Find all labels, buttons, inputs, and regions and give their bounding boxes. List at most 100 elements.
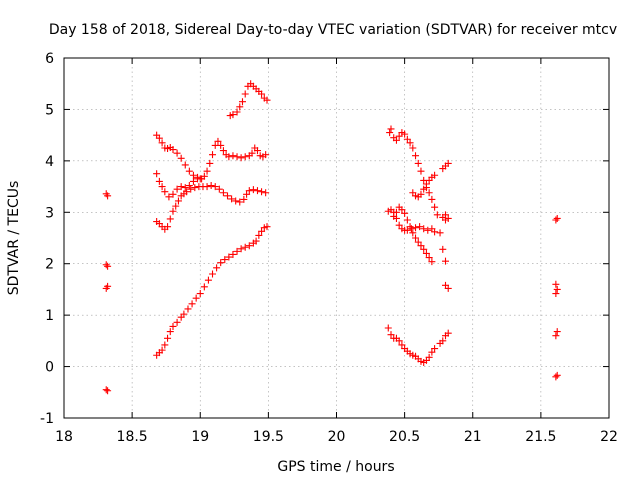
x-tick-label: 19 <box>191 429 209 445</box>
data-point <box>395 221 403 229</box>
data-point <box>169 146 177 154</box>
data-point <box>416 223 424 231</box>
data-point <box>188 300 196 308</box>
data-point <box>428 348 436 356</box>
data-point <box>243 190 251 198</box>
data-point <box>189 171 197 179</box>
series-arc-cross <box>153 170 204 201</box>
data-point <box>200 172 208 180</box>
data-point <box>552 280 560 288</box>
data-point <box>253 187 261 195</box>
data-point <box>104 387 112 395</box>
data-point <box>206 159 214 167</box>
data-point <box>166 328 174 336</box>
data-point <box>219 147 227 155</box>
data-point <box>255 231 263 239</box>
series-isolated-21.6 <box>552 214 561 381</box>
y-axis-label: SDTVAR / TECUs <box>6 181 22 296</box>
data-point <box>442 257 449 265</box>
data-point <box>417 167 425 175</box>
data-point <box>213 264 221 272</box>
data-point <box>403 216 411 224</box>
data-point <box>211 183 219 191</box>
data-point <box>155 177 163 185</box>
data-point <box>263 96 271 104</box>
data-point <box>237 245 245 253</box>
data-point <box>422 180 430 188</box>
data-point <box>409 229 417 237</box>
series-group2-middle <box>384 206 439 236</box>
data-point <box>249 186 257 194</box>
data-point <box>240 195 248 203</box>
data-point <box>245 187 253 195</box>
data-point <box>444 214 452 222</box>
data-point <box>403 226 411 234</box>
data-point <box>403 135 411 143</box>
data-point <box>158 346 166 354</box>
data-point <box>181 184 189 192</box>
data-point <box>444 159 452 167</box>
data-point <box>104 282 112 290</box>
series-isolated-18.3 <box>102 190 112 395</box>
data-point <box>444 284 452 292</box>
data-point <box>387 125 395 133</box>
x-tick-label: 18 <box>55 429 73 445</box>
series-group2-cross <box>390 203 436 266</box>
x-tick-label: 21 <box>464 429 482 445</box>
data-point <box>425 189 433 197</box>
data-point <box>236 103 244 111</box>
data-point <box>258 227 266 235</box>
data-point <box>414 238 422 246</box>
data-point <box>552 332 560 340</box>
data-point <box>204 276 212 284</box>
data-point <box>248 149 256 157</box>
data-point <box>233 153 241 161</box>
series-arc-rising <box>153 223 271 359</box>
data-point <box>238 98 246 106</box>
data-point <box>552 373 560 381</box>
data-point <box>436 229 444 237</box>
data-point <box>189 177 197 185</box>
data-point <box>444 329 452 337</box>
data-point <box>395 337 403 345</box>
data-point <box>431 171 439 179</box>
data-point <box>253 147 261 155</box>
data-point <box>412 234 420 242</box>
data-point <box>392 208 400 216</box>
data-point <box>158 183 166 191</box>
x-tick-label: 20 <box>328 429 346 445</box>
chart-title: Day 158 of 2018, Sidereal Day-to-day VTE… <box>49 22 617 38</box>
data-point <box>169 322 177 330</box>
data-point <box>420 225 428 233</box>
x-tick-label: 19.5 <box>253 429 284 445</box>
data-point <box>424 226 432 234</box>
x-tick-label: 20.5 <box>389 429 420 445</box>
data-point <box>215 185 223 193</box>
data-point <box>187 185 195 193</box>
data-point <box>431 345 439 353</box>
data-point <box>184 305 192 313</box>
data-point <box>258 188 266 196</box>
data-point <box>406 223 414 231</box>
data-point <box>262 151 270 159</box>
data-point <box>395 132 403 140</box>
data-point <box>161 341 169 349</box>
data-point <box>553 328 561 336</box>
data-point <box>200 283 208 291</box>
data-point <box>166 215 174 223</box>
data-point <box>433 211 441 219</box>
data-point <box>161 188 169 196</box>
data-point <box>196 175 204 183</box>
data-point <box>203 167 211 175</box>
data-point <box>233 247 241 255</box>
data-point <box>439 245 447 253</box>
data-point <box>398 341 406 349</box>
data-point <box>412 152 420 160</box>
data-point <box>401 130 409 138</box>
data-point <box>183 188 191 196</box>
data-point <box>165 193 173 201</box>
data-point <box>420 185 428 193</box>
y-tick-label: 5 <box>45 102 54 118</box>
data-point <box>233 108 241 116</box>
data-point <box>232 197 240 205</box>
